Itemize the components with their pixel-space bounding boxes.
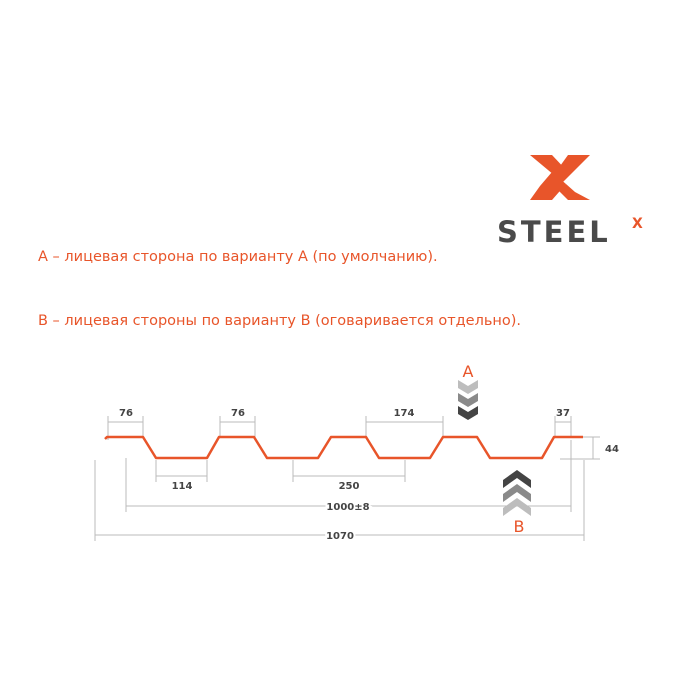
dim-top-right: 37 (556, 408, 570, 419)
dim-pitch: 250 (339, 481, 360, 492)
dim-total-width: 1070 (326, 531, 354, 542)
side-a-arrows-icon (458, 380, 478, 420)
logo-superscript: X (632, 216, 643, 232)
steelx-logo-icon: STEEL X (497, 155, 643, 249)
dim-top-left: 76 (119, 408, 133, 419)
side-b-arrows-icon (503, 470, 531, 516)
note-side-b: В – лицевая стороны по варианту В (огова… (38, 313, 522, 329)
profile-line (104, 435, 583, 460)
dim-bottom-width: 114 (172, 481, 193, 492)
dim-top-mid: 76 (231, 408, 245, 419)
dim-height: 44 (605, 444, 619, 455)
dim-top-span: 174 (394, 408, 415, 419)
logo-text: STEEL (497, 215, 611, 249)
note-side-a: А – лицевая сторона по варианту А (по ум… (38, 249, 438, 265)
side-b-label: B (514, 517, 525, 536)
dim-working-width: 1000±8 (326, 502, 369, 513)
side-a-label: A (463, 362, 474, 381)
